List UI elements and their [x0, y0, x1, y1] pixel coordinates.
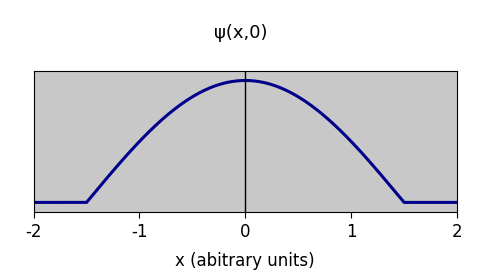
Text: ψ(x,0): ψ(x,0)	[213, 24, 267, 42]
X-axis label: x (abitrary units): x (abitrary units)	[175, 252, 314, 270]
